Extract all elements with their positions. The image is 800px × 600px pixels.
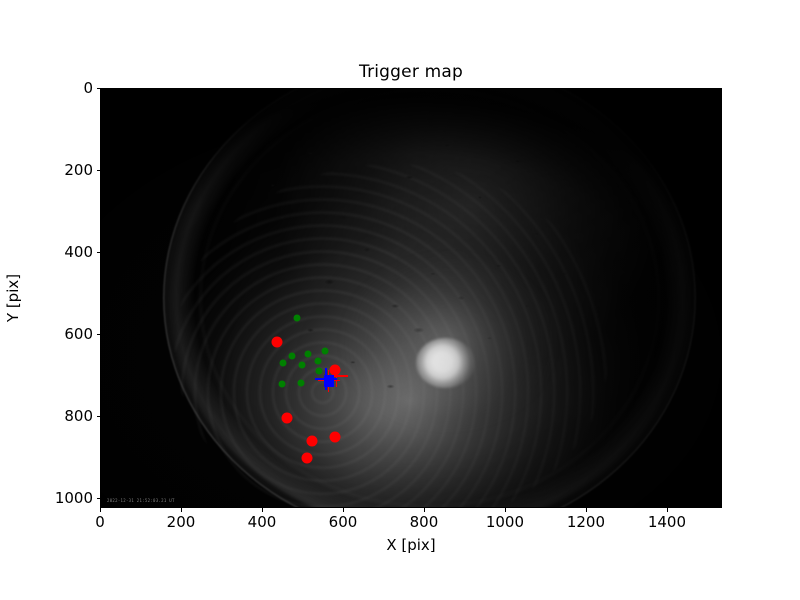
page-title: Trigger map: [358, 62, 463, 82]
y-axis-label: Y [pix]: [0, 88, 26, 508]
x-tick: [423, 508, 425, 512]
x-tick: [261, 508, 263, 512]
y-tick: [96, 170, 100, 172]
x-tick-label: 400: [247, 513, 277, 531]
y-tick-label: 600: [64, 325, 93, 344]
x-tick-label: 0: [95, 513, 105, 531]
x-tick: [585, 508, 587, 512]
y-axis-label-text: Y [pix]: [4, 273, 23, 323]
y-tick: [96, 416, 100, 418]
y-tick: [96, 252, 100, 254]
y-tick-label: 400: [64, 243, 93, 262]
y-tick-label: 1000: [54, 489, 93, 508]
y-tick-label: 200: [64, 161, 93, 180]
x-tick-label: 1000: [485, 513, 525, 531]
y-tick-label: 800: [64, 407, 93, 426]
x-tick: [342, 508, 344, 512]
x-tick: [100, 508, 101, 512]
x-tick: [504, 508, 506, 512]
y-tick-label: 0: [83, 79, 93, 97]
x-tick: [180, 508, 182, 512]
x-tick: [666, 508, 668, 512]
x-axis-label: X [pix]: [386, 536, 436, 554]
y-tick: [96, 498, 100, 500]
burned-in-timestamp: 2022-12-31 21:52:03.21 UT: [107, 498, 175, 503]
x-tick-label: 600: [328, 513, 358, 531]
x-tick-label: 800: [409, 513, 439, 531]
y-tick: [96, 334, 100, 336]
plot-area[interactable]: 2022-12-31 21:52:03.21 UT: [100, 88, 722, 508]
x-tick-label: 1400: [647, 513, 687, 531]
y-tick: [96, 88, 100, 89]
sky-image-vignette: [101, 89, 721, 507]
x-tick-label: 1200: [566, 513, 606, 531]
x-tick-label: 200: [166, 513, 196, 531]
